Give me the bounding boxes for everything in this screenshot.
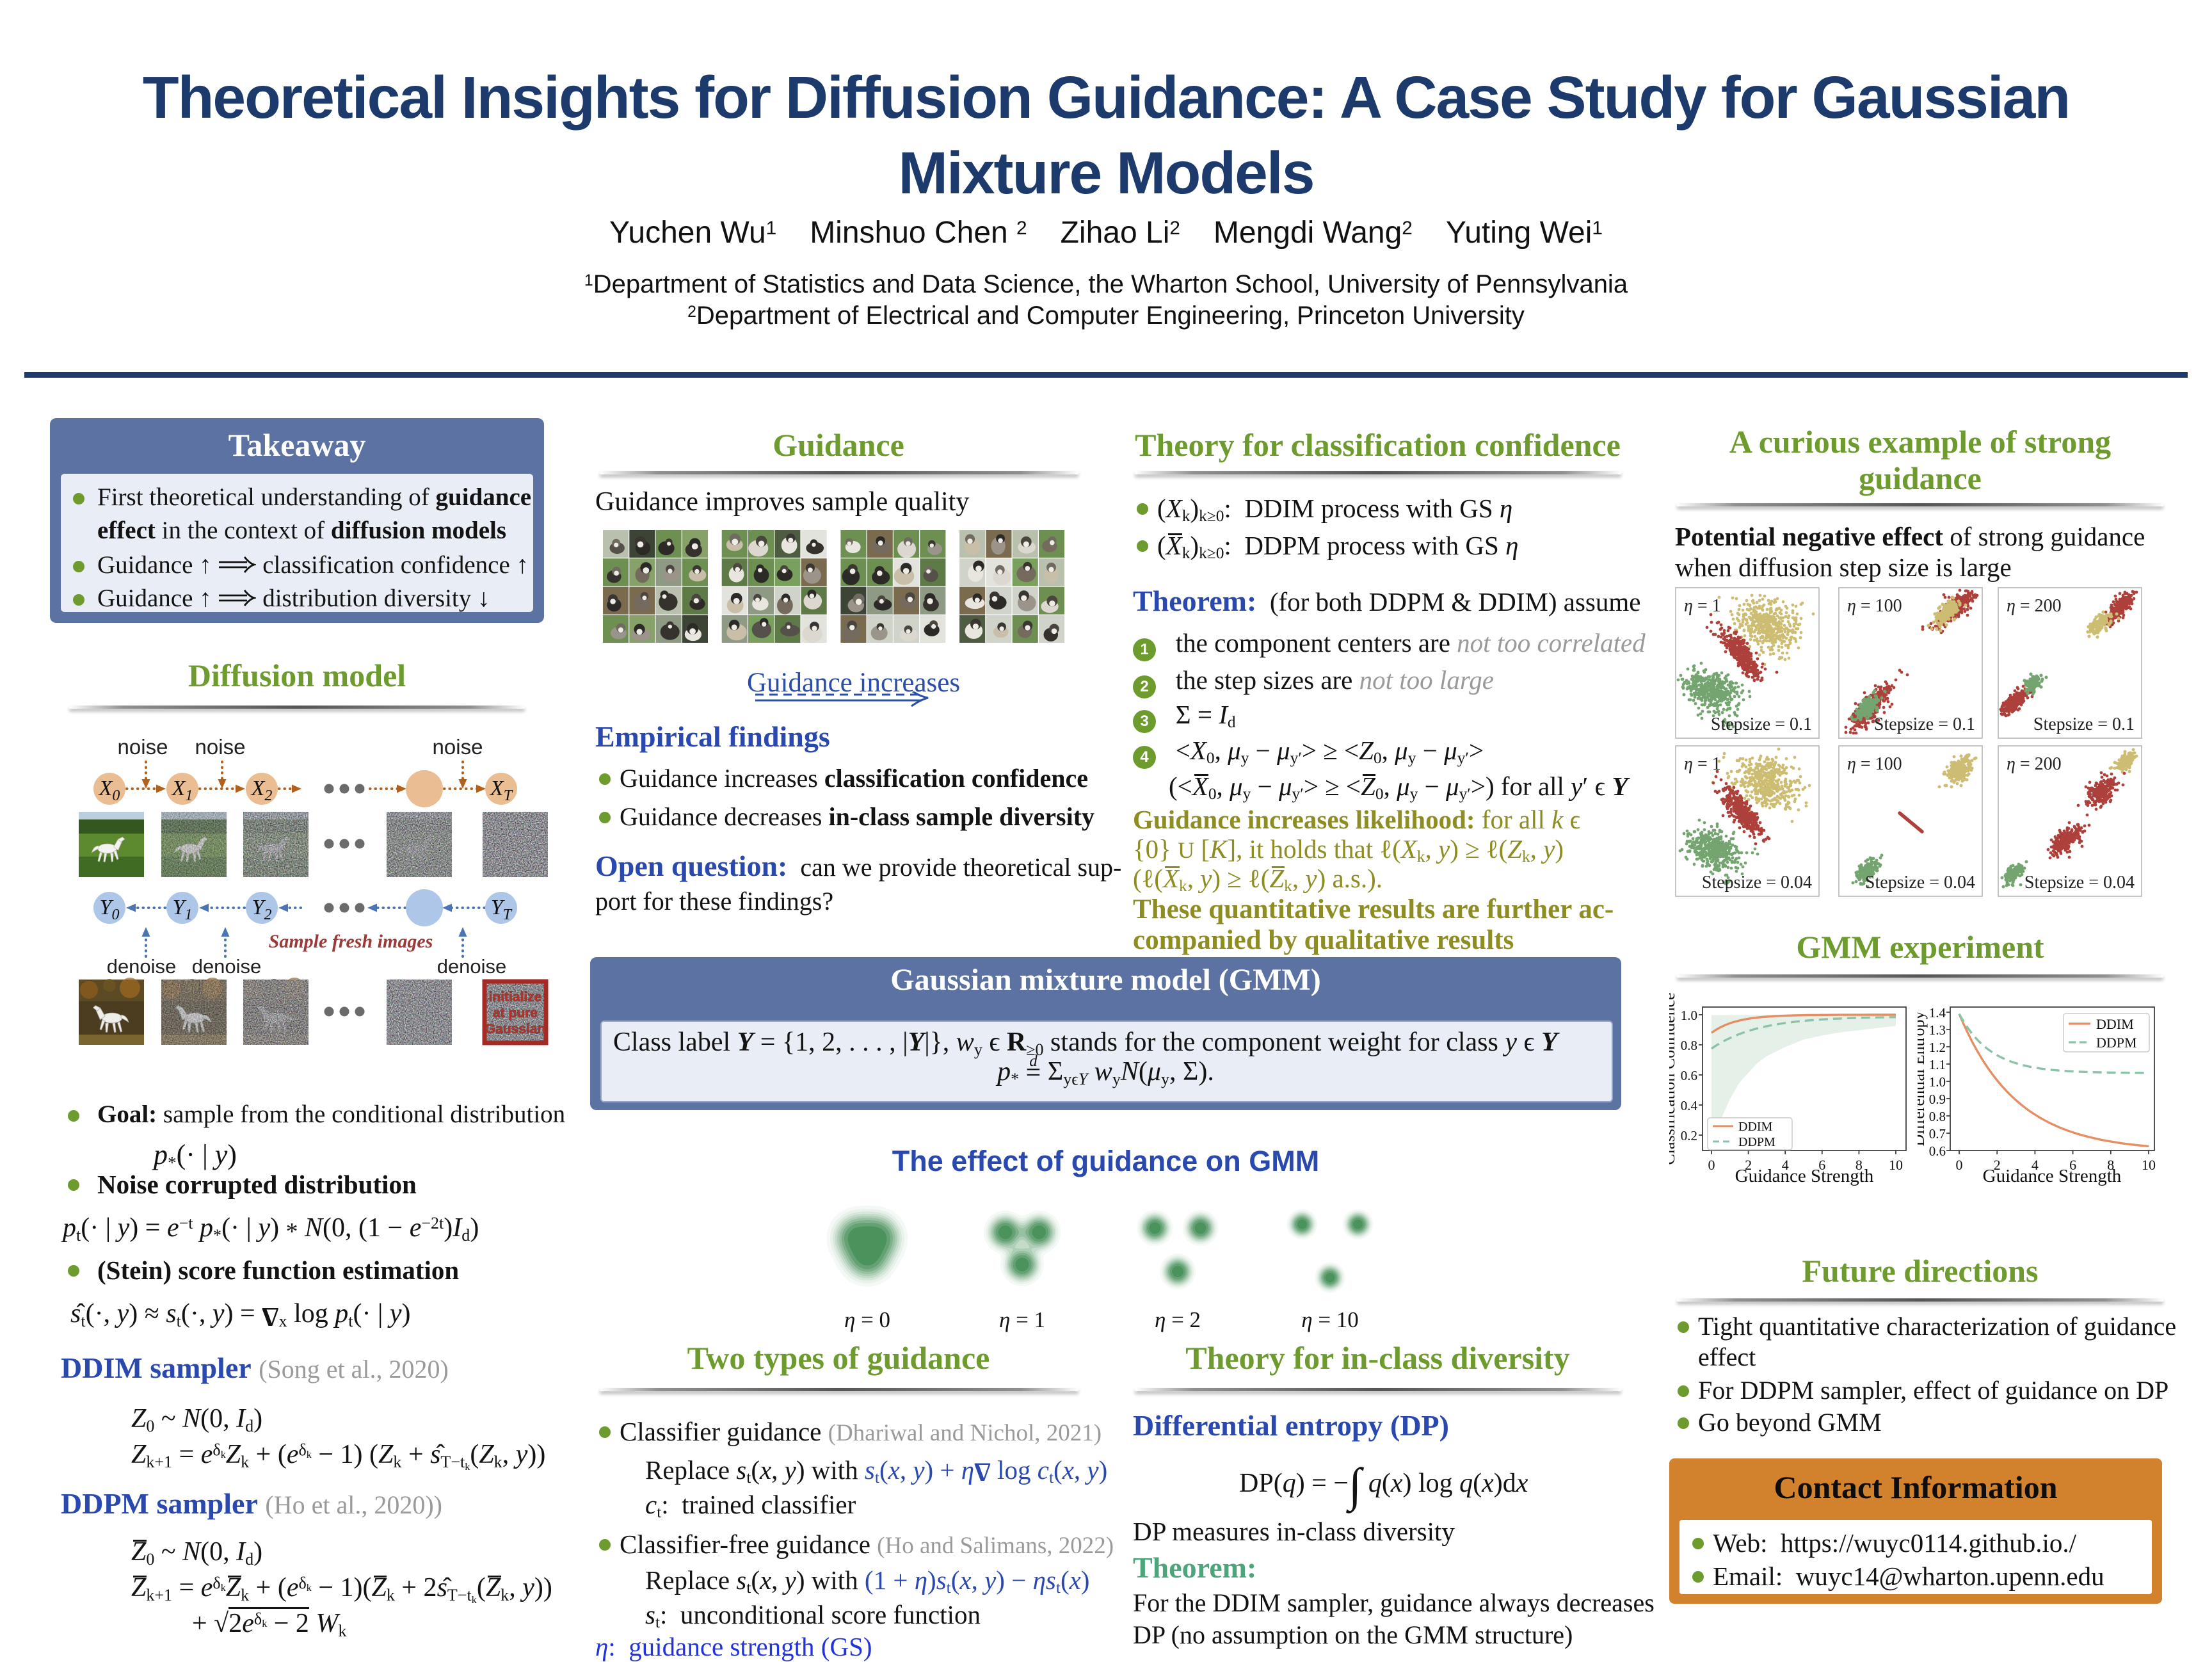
svg-text:η = 100: η = 100	[1847, 596, 1902, 616]
svg-text:denoise: denoise	[107, 955, 177, 978]
svg-text:Stepsize = 0.1: Stepsize = 0.1	[1874, 714, 1975, 734]
svg-text:denoise: denoise	[437, 955, 507, 978]
svg-text:Sample fresh images: Sample fresh images	[269, 931, 433, 952]
svg-text:Stepsize = 0.04: Stepsize = 0.04	[1702, 873, 1812, 892]
svg-text:Stepsize = 0.1: Stepsize = 0.1	[1711, 714, 1812, 734]
svg-text:η = 200: η = 200	[2007, 596, 2062, 616]
svg-text:η = 1: η = 1	[1684, 596, 1721, 616]
svg-text:noise: noise	[195, 735, 246, 759]
svg-text:denoise: denoise	[192, 955, 262, 978]
svg-text:Stepsize = 0.1: Stepsize = 0.1	[2033, 714, 2135, 734]
svg-text:η = 1: η = 1	[1684, 754, 1721, 774]
svg-text:noise: noise	[118, 735, 168, 759]
svg-text:noise: noise	[433, 735, 483, 759]
